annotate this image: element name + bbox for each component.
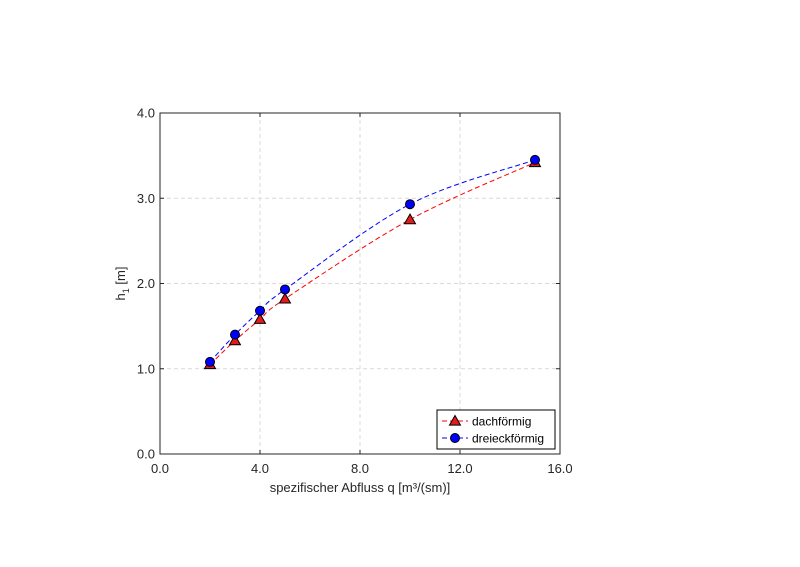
legend-label: dreieckförmig <box>472 432 544 446</box>
y-axis-title: h1 [m] <box>113 267 131 301</box>
x-tick-label: 0.0 <box>151 461 169 476</box>
legend-marker <box>450 433 460 443</box>
y-tick-label: 0.0 <box>137 447 155 462</box>
x-tick-label: 12.0 <box>447 461 472 476</box>
series-1-point <box>278 292 292 304</box>
y-tick-label: 3.0 <box>137 191 155 206</box>
series-2-point <box>405 199 415 210</box>
series-markers <box>203 154 542 370</box>
series-1-point <box>253 312 267 324</box>
x-tick-label: 16.0 <box>547 461 572 476</box>
y-axis-title-main: h <box>113 293 128 300</box>
series-2-point <box>230 329 240 340</box>
y-tick-label: 4.0 <box>137 106 155 121</box>
x-tick-labels: 0.0 4.0 8.0 12.0 16.0 <box>151 461 573 476</box>
y-axis-title-unit: [m] <box>113 267 128 289</box>
y-tick-label: 1.0 <box>137 361 155 376</box>
x-tick-label: 8.0 <box>351 461 369 476</box>
x-tick-label: 4.0 <box>251 461 269 476</box>
series-1-point <box>228 334 242 346</box>
x-axis-title: spezifischer Abfluss q [m³/(sm)] <box>270 480 451 495</box>
grid <box>160 113 560 454</box>
axis-ticks <box>159 112 561 455</box>
y-tick-labels: 0.0 1.0 2.0 3.0 4.0 <box>137 106 155 462</box>
series-2-point <box>255 305 265 316</box>
legend: dachförmig dreieckförmig <box>436 409 556 450</box>
legend-marker <box>448 414 462 426</box>
series-2-point <box>205 356 215 367</box>
y-axis-title-sub: 1 <box>121 288 131 293</box>
series-2-point <box>280 284 290 295</box>
y-tick-label: 2.0 <box>137 276 155 291</box>
series-1-point <box>403 213 417 225</box>
series-2-point <box>530 154 540 165</box>
legend-label: dachförmig <box>472 415 531 429</box>
